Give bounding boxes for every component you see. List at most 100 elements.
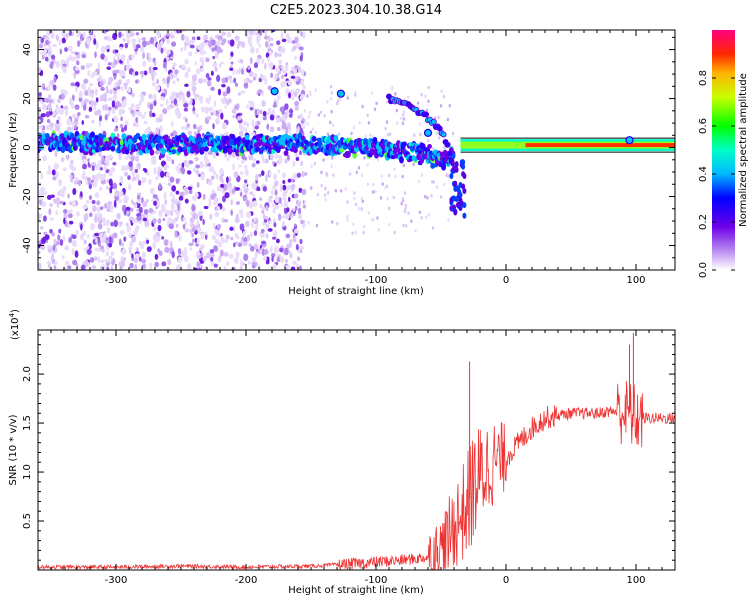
spectrogram-noise-point <box>256 58 261 64</box>
spectrogram-noise-point <box>130 54 135 59</box>
spectrogram-noise-point <box>41 55 45 60</box>
spectrogram-noise-point <box>239 171 244 176</box>
spectrogram-noise-point <box>184 117 188 123</box>
spectrogram-noise-point <box>121 165 126 172</box>
spectrogram-noise-point <box>276 238 280 244</box>
spectrogram-noise-point <box>226 86 231 94</box>
spectrogram-noise-point <box>38 106 42 111</box>
spectrogram-noise-point <box>212 55 216 60</box>
spectrogram-noise-point <box>38 262 42 270</box>
spectrogram-noise-point <box>52 98 55 105</box>
spectrogram-noise-point <box>103 173 107 179</box>
spectrogram-y-axis-label: Frequency (Hz) <box>8 112 19 188</box>
spectrogram-noise-point <box>91 165 95 172</box>
spectrogram-noise-point <box>124 156 129 160</box>
spectrogram-noise-point <box>165 154 170 161</box>
spectrogram-noise-point <box>174 230 178 238</box>
spectrogram-noise-point <box>70 56 76 62</box>
spectrogram-noise-point <box>357 166 361 170</box>
spectrogram-noise-point <box>200 174 205 181</box>
snr-x-tick-label: 0 <box>503 575 509 586</box>
spectrogram-noise-point <box>384 186 387 190</box>
spectrogram-noise-point <box>253 217 257 223</box>
spectrogram-noise-point <box>111 100 116 108</box>
spectrogram-noise-point <box>146 239 150 244</box>
spectrogram-noise-point <box>283 69 287 75</box>
spectrogram-noise-point <box>135 32 140 36</box>
spectrogram-noise-point <box>103 162 107 166</box>
spectrogram-noise-point <box>404 203 408 208</box>
spectrogram-noise-point <box>112 182 118 190</box>
spectrogram-noise-point <box>182 217 186 221</box>
spectrogram-noise-point <box>226 261 230 266</box>
spectrogram-noise-point <box>295 76 299 82</box>
spectrogram-noise-point <box>254 125 260 130</box>
spectrogram-noise-point <box>294 223 297 228</box>
spectrogram-noise-point <box>191 98 196 107</box>
spectrogram-noise-point <box>426 138 430 143</box>
spectrogram-noise-point <box>275 67 279 72</box>
spectrogram-noise-point <box>142 200 148 208</box>
spectrogram-noise-point <box>44 97 48 103</box>
spectrogram-noise-point <box>196 254 202 259</box>
spectrogram-noise-point <box>448 103 451 108</box>
spectrogram-noise-point <box>384 126 387 131</box>
spectrogram-noise-point <box>46 118 51 123</box>
spectrogram-noise-point <box>282 197 287 201</box>
spectrogram-noise-point <box>100 259 105 264</box>
spectrogram-noise-point <box>250 57 253 65</box>
spectrogram-y-tick-label: 20 <box>22 92 33 105</box>
spectrogram-noise-point <box>220 97 226 103</box>
spectrogram-noise-point <box>168 223 174 230</box>
spectrogram-noise-point <box>194 61 197 66</box>
spectrogram-noise-point <box>324 197 327 202</box>
spectrogram-noise-point <box>75 121 79 125</box>
spectrogram-noise-point <box>188 242 194 247</box>
spectrogram-noise-point <box>64 109 69 117</box>
spectrogram-noise-point <box>91 119 95 124</box>
spectrogram-noise-point <box>229 67 234 71</box>
spectrogram-noise-point <box>257 89 263 94</box>
spectrogram-noise-point <box>210 256 214 262</box>
spectrogram-noise-point <box>104 202 107 209</box>
spectrogram-noise-point <box>175 264 180 270</box>
spectrogram-carrier-point <box>333 134 339 142</box>
spectrogram-noise-point <box>207 80 212 87</box>
colorbar-tick-label: 0.8 <box>698 70 709 86</box>
spectrogram-noise-point <box>67 45 73 52</box>
spectrogram-noise-point <box>276 40 281 46</box>
spectrogram-noise-point <box>379 196 383 200</box>
spectrogram-noise-point <box>71 125 75 132</box>
spectrogram-noise-point <box>252 193 256 199</box>
spectrogram-noise-point <box>121 127 125 133</box>
spectrogram-noise-point <box>175 190 180 195</box>
spectrogram-noise-point <box>43 86 46 91</box>
spectrogram-noise-point <box>292 237 297 243</box>
spectrogram-noise-point <box>306 94 309 98</box>
spectrogram-noise-point <box>323 113 326 118</box>
spectrogram-noise-point <box>106 66 112 71</box>
spectrogram-noise-point <box>193 123 197 130</box>
spectrogram-carrier-point <box>222 147 228 154</box>
spectrogram-noise-point <box>119 260 126 268</box>
spectrogram-noise-point <box>243 81 249 89</box>
spectrogram-noise-point <box>85 199 90 204</box>
spectrogram-noise-point <box>194 192 199 198</box>
spectrogram-noise-point <box>45 111 51 118</box>
spectrogram-noise-point <box>232 225 236 233</box>
spectrogram-noise-point <box>265 223 270 229</box>
spectrogram-noise-point <box>94 51 97 59</box>
spectrogram-noise-point <box>221 83 226 88</box>
spectrogram-noise-point <box>116 133 120 139</box>
spectrogram-noise-point <box>94 215 98 223</box>
spectrogram-noise-point <box>212 192 217 198</box>
spectrogram-noise-point <box>103 232 107 240</box>
spectrogram-noise-point <box>372 217 375 222</box>
spectrogram-noise-point <box>112 162 117 166</box>
spectrogram-noise-point <box>249 231 253 238</box>
spectrogram-noise-point <box>202 218 205 226</box>
spectrogram-noise-point <box>210 70 214 76</box>
spectrogram-noise-point <box>146 40 151 46</box>
spectrogram-noise-point <box>142 217 148 222</box>
spectrogram-noise-point <box>259 203 263 209</box>
